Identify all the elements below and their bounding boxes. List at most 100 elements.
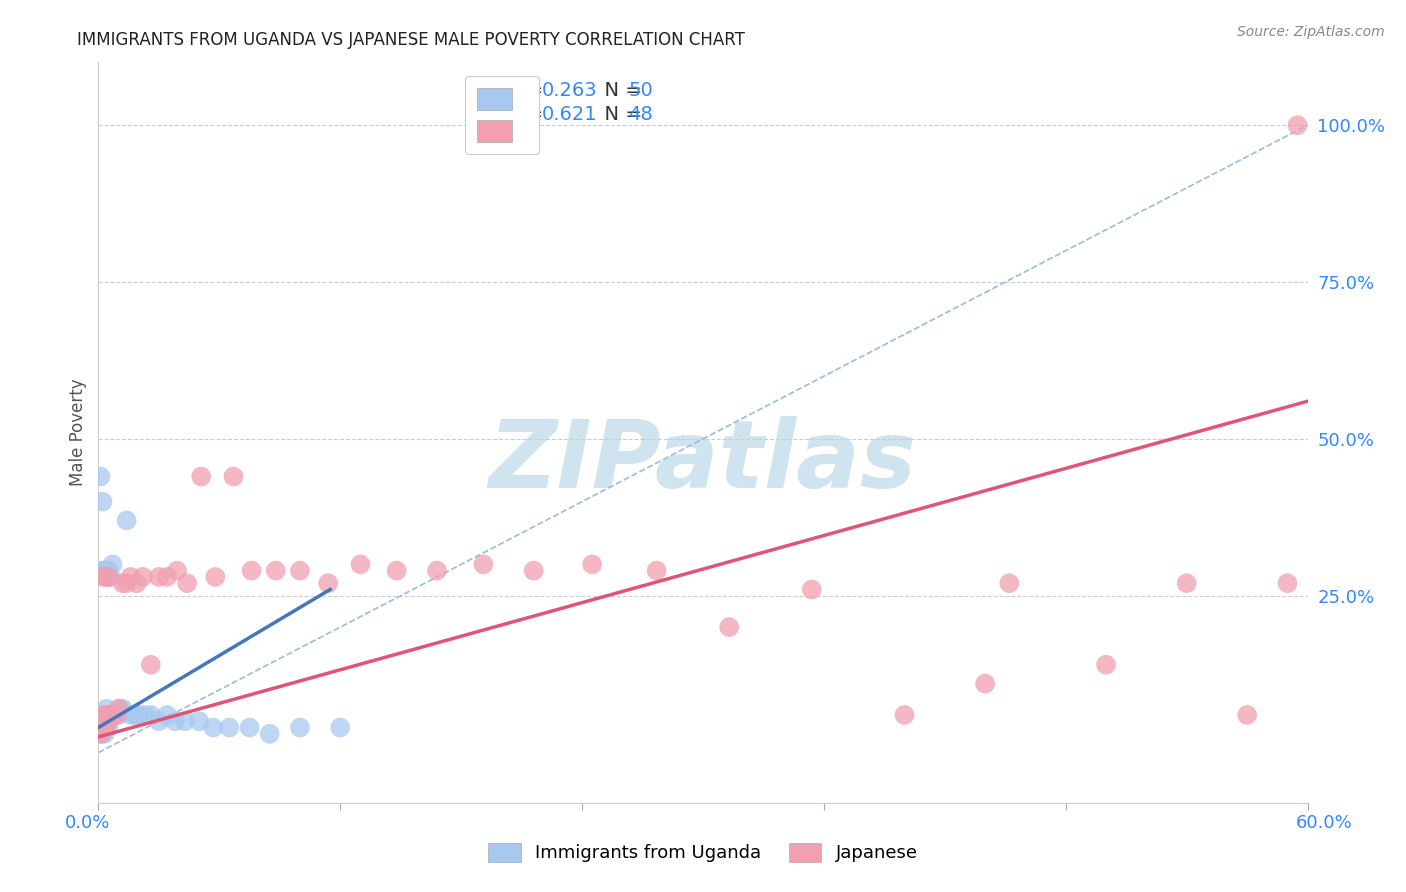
Point — [103, 708, 125, 723]
Point — [100, 708, 122, 723]
Point — [101, 708, 124, 723]
Point — [89, 714, 111, 729]
Point — [93, 721, 115, 735]
Legend: Immigrants from Uganda, Japanese: Immigrants from Uganda, Japanese — [481, 836, 925, 870]
Point — [472, 558, 495, 572]
Legend: , : , — [465, 76, 538, 153]
Point — [134, 708, 156, 723]
Text: Source: ZipAtlas.com: Source: ZipAtlas.com — [1237, 25, 1385, 39]
Point — [89, 721, 111, 735]
Point — [111, 576, 134, 591]
Point — [93, 721, 115, 735]
Point — [174, 714, 197, 729]
Point — [166, 564, 188, 578]
Point — [259, 727, 281, 741]
Point — [190, 469, 212, 483]
Point — [105, 708, 128, 723]
Point — [128, 708, 150, 723]
Point — [581, 558, 603, 572]
Point — [100, 570, 122, 584]
Point — [800, 582, 823, 597]
Point — [1286, 118, 1309, 132]
Point — [329, 721, 352, 735]
Text: R =: R = — [508, 81, 550, 100]
Point — [110, 701, 132, 715]
Point — [645, 564, 668, 578]
Point — [125, 576, 148, 591]
Point — [91, 727, 114, 741]
Point — [93, 714, 115, 729]
Point — [426, 564, 449, 578]
Point — [204, 570, 226, 584]
Point — [101, 708, 124, 723]
Point — [89, 714, 111, 729]
Point — [523, 564, 546, 578]
Text: 60.0%: 60.0% — [1296, 814, 1353, 831]
Point — [188, 714, 211, 729]
Point — [91, 570, 114, 584]
Point — [96, 708, 118, 723]
Point — [101, 558, 124, 572]
Point — [120, 708, 142, 723]
Point — [156, 708, 179, 723]
Point — [1095, 657, 1118, 672]
Point — [107, 708, 129, 723]
Point — [97, 714, 120, 729]
Point — [91, 708, 114, 723]
Point — [240, 564, 263, 578]
Point — [115, 576, 138, 591]
Point — [349, 558, 371, 572]
Point — [89, 721, 111, 735]
Point — [124, 708, 146, 723]
Point — [316, 576, 339, 591]
Point — [222, 469, 245, 483]
Point — [218, 721, 240, 735]
Point — [974, 676, 997, 690]
Point — [93, 708, 115, 723]
Point — [139, 708, 162, 723]
Point — [893, 708, 915, 723]
Point — [96, 564, 118, 578]
Point — [132, 570, 155, 584]
Point — [89, 727, 111, 741]
Point — [385, 564, 408, 578]
Point — [111, 701, 134, 715]
Text: 0.621: 0.621 — [543, 104, 598, 124]
Point — [288, 564, 311, 578]
Point — [1236, 708, 1258, 723]
Point — [96, 570, 118, 584]
Point — [115, 513, 138, 527]
Point — [97, 570, 120, 584]
Point — [91, 714, 114, 729]
Text: N =: N = — [592, 81, 648, 100]
Text: 50: 50 — [628, 81, 652, 100]
Point — [97, 570, 120, 584]
Point — [239, 721, 262, 735]
Point — [148, 714, 170, 729]
Point — [156, 570, 179, 584]
Point — [91, 721, 114, 735]
Point — [91, 494, 114, 508]
Point — [105, 708, 128, 723]
Text: ZIPatlas: ZIPatlas — [489, 417, 917, 508]
Point — [89, 469, 111, 483]
Point — [148, 570, 170, 584]
Text: 0.263: 0.263 — [543, 81, 598, 100]
Point — [96, 701, 118, 715]
Point — [96, 570, 118, 584]
Point — [97, 708, 120, 723]
Point — [96, 721, 118, 735]
Y-axis label: Male Poverty: Male Poverty — [69, 379, 87, 486]
Point — [176, 576, 198, 591]
Text: R =: R = — [508, 104, 550, 124]
Point — [93, 708, 115, 723]
Point — [103, 708, 125, 723]
Point — [139, 657, 162, 672]
Point — [97, 721, 120, 735]
Point — [120, 570, 142, 584]
Text: 0.0%: 0.0% — [65, 814, 110, 831]
Point — [97, 564, 120, 578]
Point — [202, 721, 225, 735]
Point — [91, 564, 114, 578]
Point — [264, 564, 287, 578]
